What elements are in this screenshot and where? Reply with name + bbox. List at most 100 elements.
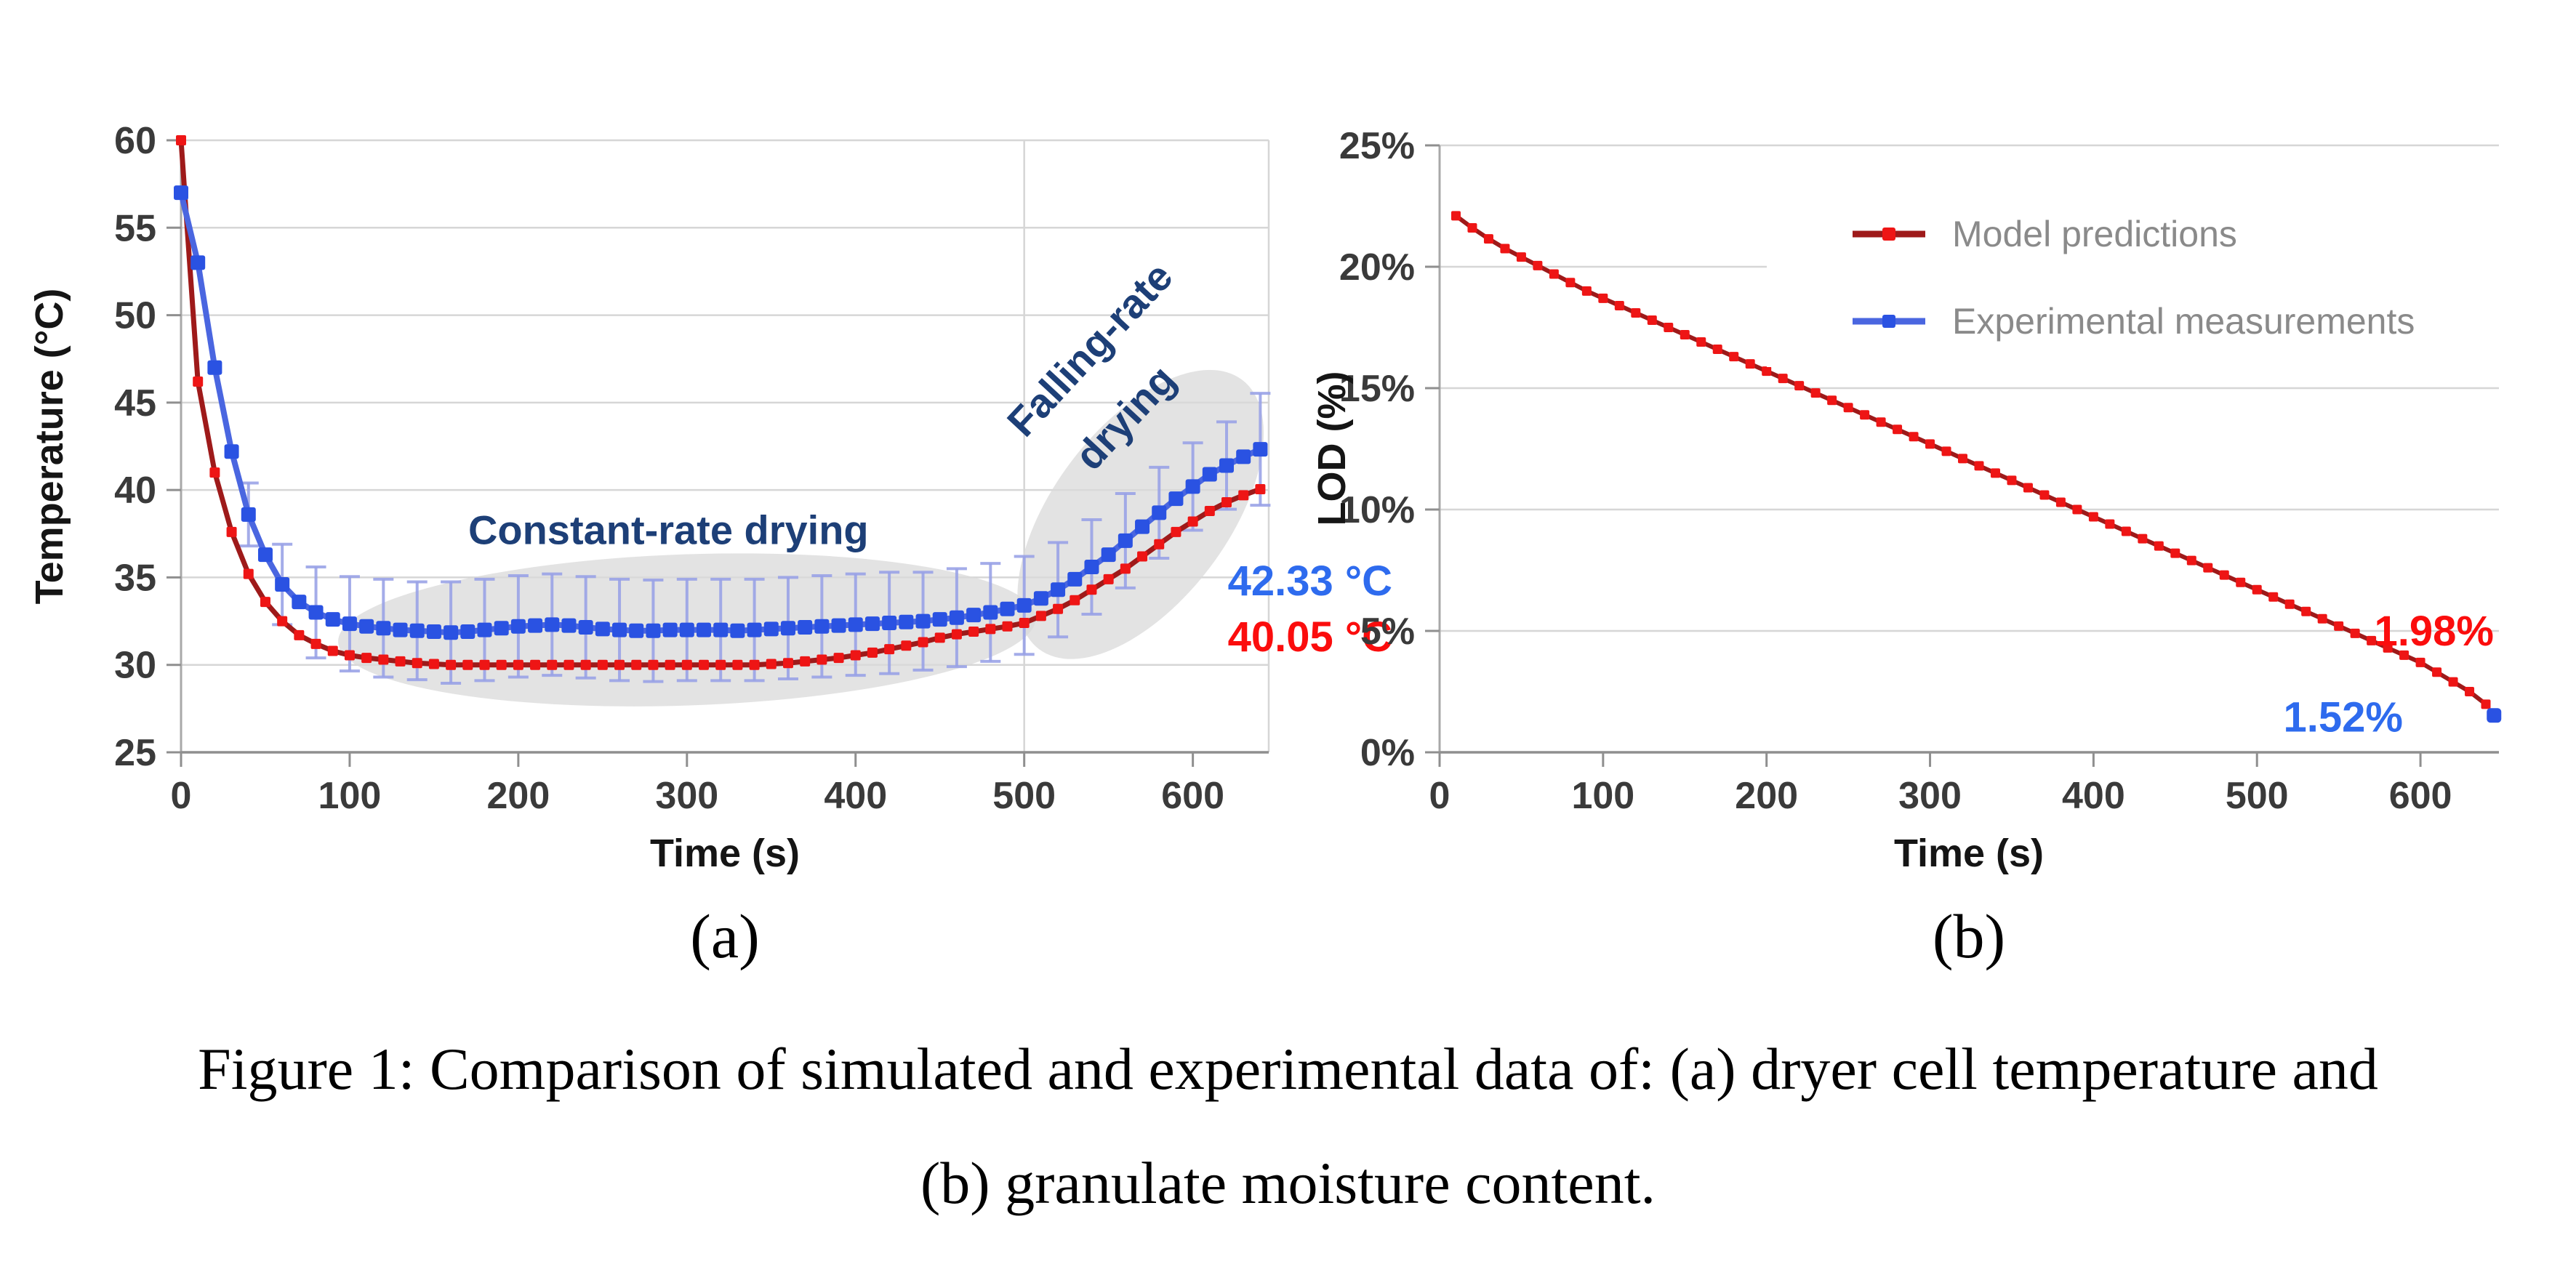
series-experimental-measurements	[174, 185, 1268, 640]
x-axis-title: Time (s)	[650, 832, 800, 875]
y-tick-label: 25%	[1339, 125, 1415, 167]
axes	[1425, 144, 2499, 767]
data-point-marker	[1238, 490, 1249, 501]
data-point-marker	[292, 595, 307, 610]
data-point-marker	[1598, 293, 1608, 303]
data-point-marker	[275, 577, 290, 592]
x-tick-label: 400	[2062, 775, 2125, 817]
tick-labels: 0 100 200 300 400 500 600 0% 5% 10% 15% 20% 25%	[1339, 125, 2452, 817]
data-point-marker	[1067, 571, 1083, 587]
data-point-marker	[800, 656, 811, 667]
data-point-marker	[224, 444, 239, 459]
data-point-marker	[2481, 699, 2491, 709]
data-point-marker	[226, 526, 237, 537]
y-tick-label: 60	[114, 120, 156, 162]
data-point-marker	[648, 659, 659, 670]
caption-line-2: (b) granulate moisture content.	[920, 1150, 1656, 1217]
x-tick-label: 200	[1735, 775, 1798, 817]
data-point-marker	[243, 568, 254, 579]
data-point-marker	[814, 619, 830, 634]
data-point-marker	[460, 624, 476, 640]
data-point-marker	[882, 615, 897, 630]
data-point-marker	[884, 644, 895, 655]
data-point-marker	[1204, 506, 1215, 517]
y-axis-title: LOD (%)	[1310, 371, 1354, 526]
data-point-marker	[1070, 595, 1080, 605]
data-point-marker	[1118, 533, 1133, 548]
data-point-marker	[1516, 252, 1526, 262]
data-point-marker	[699, 659, 710, 670]
panel-b-label: (b)	[1932, 901, 2006, 971]
data-point-marker	[446, 659, 457, 670]
data-point-marker	[2284, 599, 2295, 609]
data-point-marker	[325, 612, 340, 627]
data-point-marker	[1696, 337, 1706, 347]
data-point-marker	[1680, 330, 1690, 340]
data-point-marker	[361, 653, 372, 664]
value-labels: 1.98% 1.52%	[2284, 608, 2494, 741]
data-point-marker	[513, 659, 523, 670]
x-tick-label: 100	[1571, 775, 1634, 817]
data-point-marker	[207, 360, 222, 375]
data-point-marker	[1925, 439, 1935, 449]
x-tick-label: 300	[655, 775, 718, 817]
data-point-marker	[1185, 479, 1200, 494]
data-point-marker	[2088, 512, 2098, 522]
data-point-marker	[412, 658, 422, 669]
data-point-marker	[2138, 534, 2148, 544]
data-point-marker	[2236, 577, 2246, 587]
data-point-marker	[241, 507, 256, 522]
data-point-marker	[848, 617, 863, 632]
value-labels: 42.33 °C 40.05 °C	[1228, 558, 1392, 661]
data-point-marker	[1843, 403, 1853, 413]
data-point-marker	[915, 613, 931, 629]
x-tick-label: 500	[992, 775, 1056, 817]
data-point-marker	[679, 622, 694, 637]
data-point-marker	[899, 614, 914, 629]
series-model-predictions	[176, 135, 1266, 670]
data-point-marker	[2219, 570, 2229, 580]
data-point-marker	[2203, 563, 2213, 573]
y-tick-label: 55	[114, 207, 156, 249]
data-point-marker	[1236, 449, 1251, 464]
x-tick-label: 300	[1898, 775, 1962, 817]
data-point-marker	[2399, 650, 2410, 660]
data-point-marker	[2072, 504, 2082, 515]
data-point-marker	[831, 618, 846, 633]
data-point-marker	[681, 659, 692, 670]
data-point-marker	[1614, 300, 1624, 310]
legend-label: Model predictions	[1952, 214, 2237, 254]
data-point-marker	[1827, 395, 1837, 406]
data-point-marker	[327, 645, 338, 656]
data-point-marker	[934, 632, 945, 643]
series-experimental-measurements	[2487, 708, 2502, 723]
data-point-marker	[749, 659, 760, 670]
data-point-marker	[1019, 617, 1030, 628]
data-point-marker	[763, 621, 779, 637]
data-point-marker	[1631, 307, 1641, 318]
y-tick-label: 35	[114, 557, 156, 599]
data-point-marker	[393, 622, 408, 637]
y-axis-title: Temperature (°C)	[28, 289, 71, 605]
legend-marker-swatch	[1882, 228, 1895, 241]
data-point-marker	[477, 622, 492, 637]
data-point-marker	[966, 608, 982, 623]
data-point-marker	[1221, 496, 1232, 507]
data-point-marker	[1152, 505, 1167, 520]
data-point-marker	[1171, 526, 1181, 537]
data-point-marker	[833, 653, 844, 664]
data-point-marker	[578, 619, 593, 635]
x-tick-label: 200	[486, 775, 550, 817]
data-point-marker	[932, 612, 947, 627]
data-point-marker	[782, 658, 793, 669]
caption-line-1: Figure 1: Comparison of simulated and ex…	[198, 1036, 2378, 1102]
data-point-marker	[1712, 345, 1722, 355]
data-point-marker	[1255, 483, 1266, 494]
data-point-marker	[294, 629, 305, 640]
data-point-marker	[494, 621, 509, 636]
data-point-marker	[444, 625, 459, 640]
data-point-marker	[985, 624, 996, 635]
data-point-marker	[561, 618, 577, 633]
data-point-marker	[376, 621, 391, 636]
